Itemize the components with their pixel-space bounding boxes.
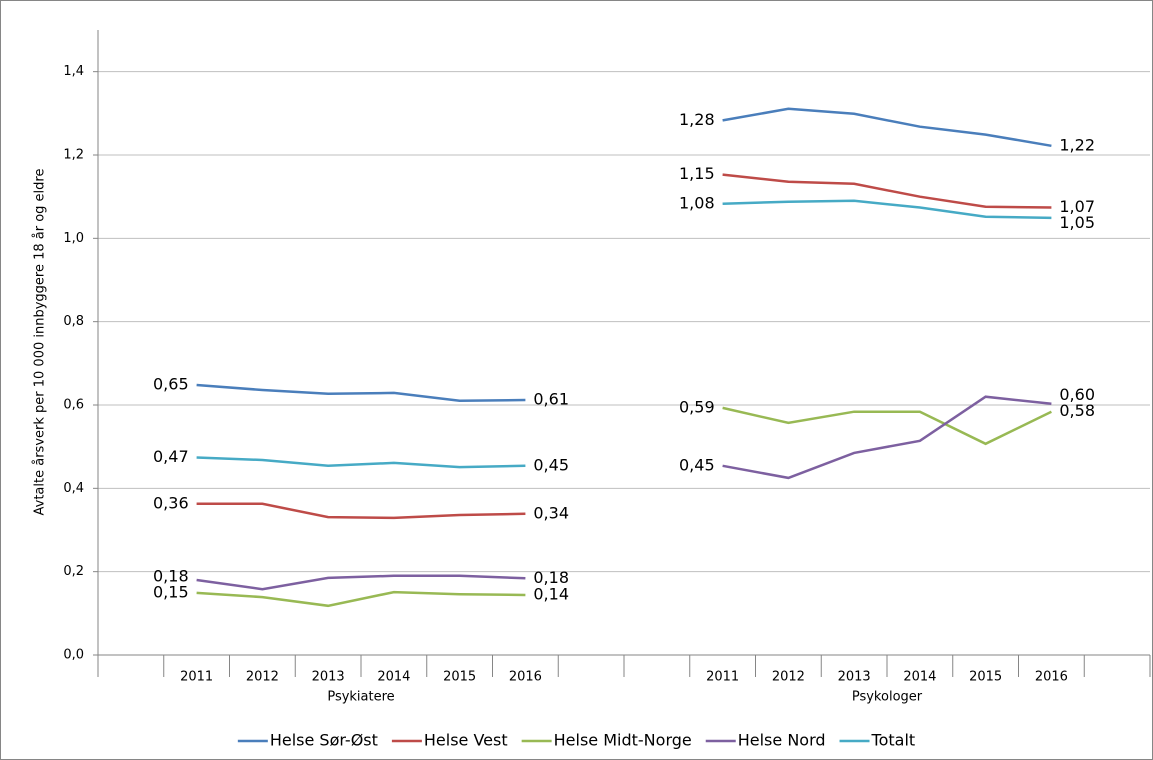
x-tick-label: 2016 [509,670,542,685]
value-label: 0,60 [1059,385,1095,404]
y-axis-title: Avtalte årsverk per 10 000 innbyggere 18… [33,169,48,516]
series-line [196,173,1052,520]
x-tick-label: 2011 [706,670,739,685]
series-line [196,107,1052,403]
value-label: 0,58 [1059,401,1095,420]
value-label: 1,05 [1059,213,1095,232]
value-label: 0,45 [679,455,715,474]
x-tick-label: 2014 [903,670,936,685]
y-tick-label: 1,2 [63,148,84,163]
value-label: 0,18 [533,568,569,587]
series-line [196,406,1052,608]
value-label: 1,07 [1059,197,1095,216]
x-tick-label: 2011 [180,670,213,685]
value-label: 0,34 [533,503,569,522]
value-label: 0,15 [153,582,189,601]
x-tick-label: 2014 [377,670,410,685]
series-line [196,395,1052,591]
y-tick-label: 0,8 [63,314,84,329]
value-label: 1,15 [679,164,715,183]
x-tick-label: 2016 [1035,670,1068,685]
y-tick-label: 1,4 [63,64,84,79]
x-tick-label: 2013 [312,670,345,685]
value-label: 0,14 [533,585,569,604]
legend-label: Helse Midt-Norge [554,731,692,750]
value-label: 1,22 [1059,135,1095,154]
value-label: 0,45 [533,455,569,474]
legend-label: Helse Vest [424,731,508,750]
legend-label: Totalt [871,731,916,750]
y-tick-label: 0,6 [63,398,84,413]
y-tick-label: 1,0 [63,231,84,246]
value-label: 1,08 [679,193,715,212]
value-label: 0,65 [153,375,189,394]
legend-label: Helse Nord [738,731,826,750]
x-tick-label: 2013 [838,670,871,685]
y-tick-label: 0,4 [63,481,84,496]
value-label: 0,61 [533,390,569,409]
x-tick-label: 2012 [246,670,279,685]
group-label: Psykiatere [327,690,394,705]
series-line [196,199,1052,469]
y-tick-label: 0,0 [63,648,84,663]
group-label: Psykologer [852,690,923,705]
x-tick-label: 2012 [772,670,805,685]
legend-label: Helse Sør-Øst [270,731,378,750]
value-label: 1,28 [679,110,715,129]
x-tick-label: 2015 [443,670,476,685]
value-label: 0,59 [679,397,715,416]
value-label: 0,47 [153,447,189,466]
value-label: 0,36 [153,493,189,512]
value-label: 0,18 [153,566,189,585]
x-tick-label: 2015 [969,670,1002,685]
y-tick-label: 0,2 [63,564,84,579]
